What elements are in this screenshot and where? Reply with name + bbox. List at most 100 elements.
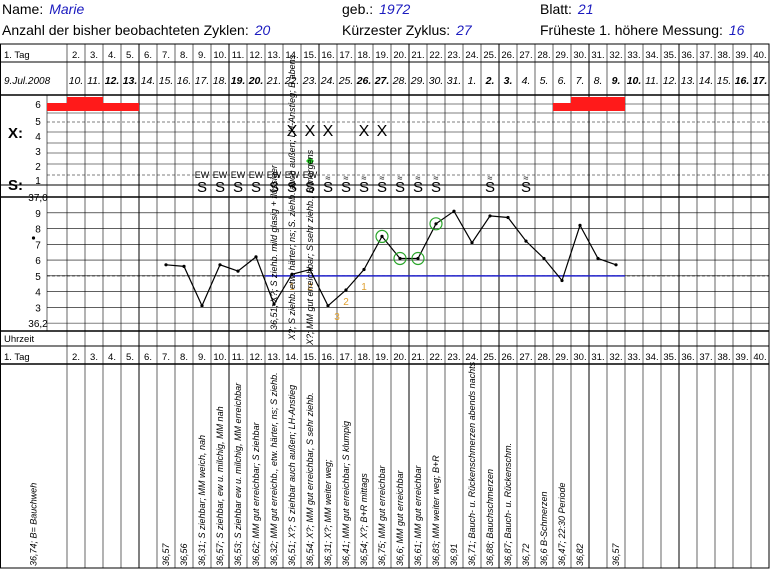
temperature-point [254, 255, 258, 259]
day-number-label: 10. [213, 50, 226, 61]
temp-axis-label: 9 [35, 209, 41, 220]
day-number-label: 38. [717, 50, 730, 61]
temperature-point [218, 263, 222, 267]
date-label: 29. [410, 75, 426, 87]
day-number-label: 30. [573, 50, 586, 61]
temperature-circle [393, 251, 407, 266]
day-number-label: 19. [375, 50, 388, 61]
s-mark: S [269, 179, 279, 196]
day-number-label: 8. [180, 352, 188, 363]
day-number-label: 38. [717, 352, 730, 363]
day-number-label: 5. [126, 352, 134, 363]
shift-count: 3 [334, 312, 340, 323]
day-note: 36,57; S ziehbar, ew u. milchig, MM nah [215, 406, 225, 566]
day-note: 36,6; MM gut erreichbar [395, 469, 405, 566]
date-label: 6. [558, 75, 567, 87]
day-note: 36,47; 22:30 Periode [557, 482, 567, 566]
date-label: 11. [87, 75, 101, 87]
bleeding-bar [571, 97, 589, 111]
bleeding-bar [607, 97, 625, 111]
cycles-value: 20 [254, 22, 271, 38]
temperature-point [596, 256, 600, 261]
cycles-label: Anzahl der bisher beobachteten Zyklen: [2, 22, 249, 38]
day-note: 36,57 [161, 542, 171, 566]
date-label: 27. [374, 75, 390, 87]
temperature-point [326, 304, 330, 308]
day-number-label: 20. [393, 50, 406, 61]
dob-field: geb.: 1972 [342, 1, 410, 17]
temperature-circle [375, 229, 389, 244]
day-note: 36,31; X?; MM weiter weg; [323, 459, 333, 566]
ew-mark: EW [231, 170, 246, 180]
day-number-label: 9. [198, 50, 206, 61]
temperature-point [578, 223, 582, 227]
s-mark: S [341, 179, 351, 196]
bleeding-scale-label: 1 [35, 176, 41, 187]
temperature-circle [429, 217, 443, 231]
day-number-label: 13. [267, 352, 280, 363]
bleeding-bar [85, 97, 103, 111]
temperature-point [542, 256, 546, 261]
day-number-label: 28. [537, 50, 550, 61]
day-number-label: 25. [483, 352, 496, 363]
date-label: 2. [485, 75, 495, 87]
day-number-label: 21. [411, 352, 424, 363]
day-number-label: 18. [357, 352, 370, 363]
temperature-point [164, 263, 168, 267]
name-label: Name: [2, 1, 44, 17]
day-number-label: 40. [753, 50, 766, 61]
day-number-label: 21. [411, 50, 424, 61]
shortest-cycle-value: 27 [456, 22, 472, 38]
ew-mark: EW [303, 170, 318, 180]
day-number-label: 19. [375, 352, 388, 363]
bleeding-bar [47, 103, 67, 111]
day-number-label: 37. [699, 50, 712, 61]
day-note: 36,74; B= Bauchweh [29, 483, 39, 566]
date-label: 11. [645, 75, 659, 87]
ew-mark: EW [195, 170, 210, 180]
shift-count: 2 [307, 282, 313, 293]
date-label: 21. [266, 75, 282, 87]
date-label: 14. [141, 75, 156, 87]
s2-mark: ≈ [524, 173, 529, 183]
day-number-label: 36. [681, 352, 694, 363]
temperature-point [470, 241, 474, 245]
s2-mark: ≈ [326, 173, 331, 183]
s-mark: S [251, 179, 261, 196]
temperature-point [506, 215, 510, 220]
date-label: 13. [681, 75, 696, 87]
date-label: 8. [594, 75, 603, 87]
grid-border [0, 43, 770, 569]
day-number-label: 34. [645, 352, 658, 363]
day-number-label: 28. [537, 352, 550, 363]
bleeding-bar [67, 97, 85, 111]
temp-axis-label: 8 [35, 225, 41, 236]
day-note: 36,71; Bauch- u. Rückenschmerzen abends … [467, 361, 477, 566]
dob-label: geb.: [342, 1, 374, 17]
day-number-label: 23. [447, 50, 460, 61]
day-number-label: 9. [198, 352, 206, 363]
s-mark: S [413, 179, 423, 196]
bleeding-scale-label: 2 [35, 162, 41, 173]
day-number-label: 33. [627, 50, 640, 61]
day-note: 36,83; MM weiter weg; B+R [431, 455, 441, 566]
earliest-measure-field: Früheste 1. höhere Messung: 16 [540, 22, 744, 38]
day-number-label: 32. [609, 50, 622, 61]
temp-axis-label: 3 [35, 303, 41, 314]
day-number-label: 14. [285, 352, 298, 363]
sheet-value: 21 [577, 1, 594, 17]
s-mark: S [521, 179, 531, 196]
temperature-circle [411, 251, 425, 266]
day-note: 36,91 [449, 543, 459, 566]
day-number-label: 12. [249, 352, 262, 363]
bleeding-bar [589, 97, 607, 111]
date-label: 22. [284, 75, 300, 87]
date-label: 19. [231, 75, 246, 87]
day-note: 36,54; X?; MM gut erreichbar, S sehr zie… [305, 392, 315, 566]
day-note: 36,32; MM gut erreichb., etw. härter, ns… [269, 372, 279, 566]
day-number-label: 32. [609, 352, 622, 363]
date-label: 25. [338, 75, 354, 87]
temperature-point [398, 256, 402, 261]
day-number-label: 29. [555, 352, 568, 363]
